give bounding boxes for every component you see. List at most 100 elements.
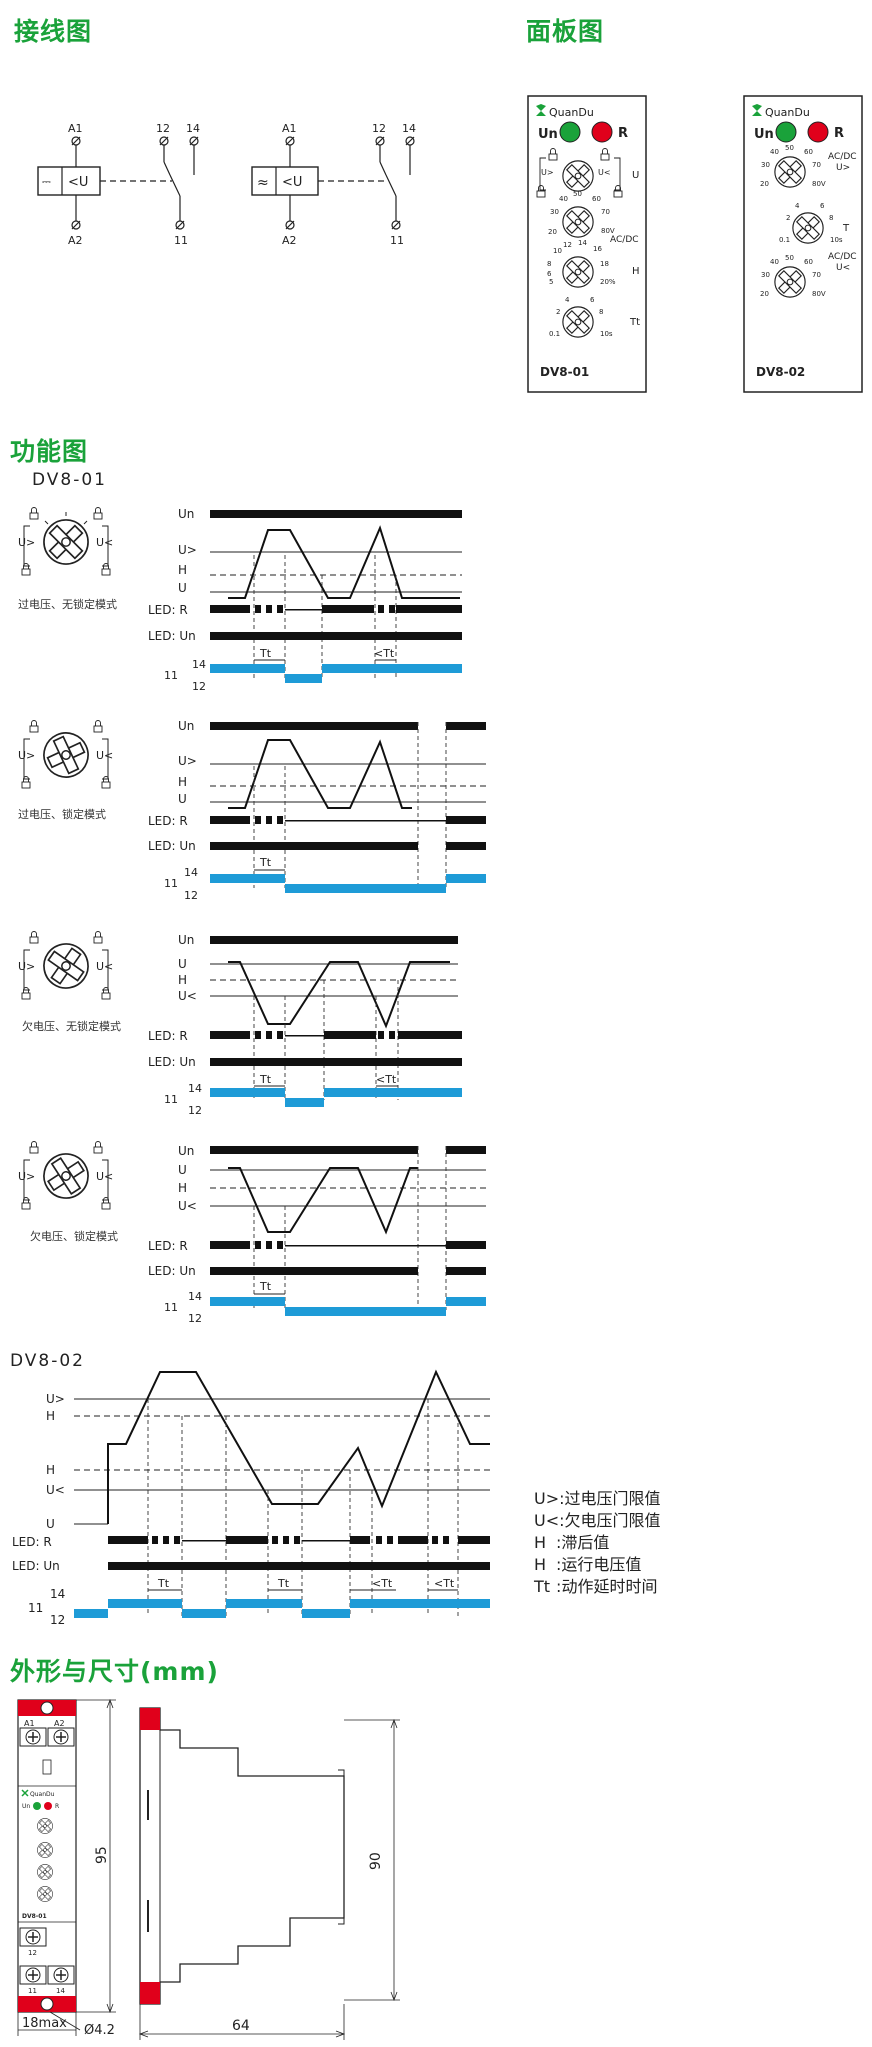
svg-text:A1: A1 bbox=[282, 122, 297, 135]
knob-u-under-icon bbox=[774, 266, 806, 298]
knob-tt-icon bbox=[562, 306, 594, 338]
legend-item: H:运行电压值 bbox=[534, 1555, 642, 1574]
svg-text:Un: Un bbox=[178, 1144, 194, 1158]
svg-text:8: 8 bbox=[599, 308, 603, 316]
svg-text:U>: U> bbox=[18, 536, 35, 549]
svg-text:U>: U> bbox=[46, 1392, 65, 1406]
mode-caption: 欠电压、无锁定模式 bbox=[22, 1020, 121, 1033]
svg-text:U<: U< bbox=[96, 960, 113, 973]
timing-diagram-2: Un U> H U LED: R LED: Un Tt 14 11 12 bbox=[148, 719, 486, 902]
panel-dv801: QuanDu Un R U> U< U 20 30 40 50 60 70 80… bbox=[527, 95, 647, 393]
svg-text:Tt: Tt bbox=[259, 1280, 272, 1293]
svg-text:U>: U> bbox=[178, 754, 197, 768]
svg-text:Tt: Tt bbox=[259, 647, 272, 660]
svg-text:U<: U< bbox=[598, 168, 611, 177]
svg-text:4: 4 bbox=[795, 202, 800, 210]
svg-text:T: T bbox=[842, 223, 850, 234]
svg-text:30: 30 bbox=[550, 208, 559, 216]
svg-text:11: 11 bbox=[164, 669, 178, 682]
svg-text:LED: Un: LED: Un bbox=[148, 1055, 196, 1069]
svg-text:Un: Un bbox=[538, 127, 558, 142]
svg-text:<Tt: <Tt bbox=[434, 1577, 455, 1590]
svg-text:R: R bbox=[55, 1803, 59, 1810]
svg-text:LED: R: LED: R bbox=[148, 814, 188, 828]
svg-text:AC/DC: AC/DC bbox=[610, 235, 639, 245]
led-un-icon bbox=[559, 121, 581, 143]
svg-text:14: 14 bbox=[188, 1082, 202, 1095]
svg-text:Un: Un bbox=[178, 507, 194, 521]
svg-text:18: 18 bbox=[600, 260, 609, 268]
side-view: 90 64 bbox=[138, 1707, 400, 2040]
svg-text:12: 12 bbox=[192, 680, 206, 693]
wiring-diagram-dc: A1 ⎓ <U A2 12 14 11 bbox=[37, 122, 200, 247]
svg-text:14: 14 bbox=[402, 122, 416, 135]
svg-text:12: 12 bbox=[184, 889, 198, 902]
svg-text:11: 11 bbox=[164, 877, 178, 890]
svg-text:40: 40 bbox=[770, 148, 779, 156]
svg-text:Un: Un bbox=[754, 127, 774, 142]
svg-text:20: 20 bbox=[760, 290, 769, 298]
brand-logo bbox=[752, 104, 762, 116]
svg-text:H: H bbox=[178, 563, 187, 577]
led-r-icon bbox=[591, 121, 613, 143]
svg-text:LED: R: LED: R bbox=[12, 1535, 52, 1549]
svg-text:R: R bbox=[618, 126, 628, 141]
svg-text:64: 64 bbox=[232, 2018, 250, 2034]
brand-logo bbox=[536, 104, 546, 116]
knob-u-over-icon bbox=[774, 156, 806, 188]
svg-text:Un: Un bbox=[178, 719, 194, 733]
svg-text:Tt: Tt bbox=[277, 1577, 290, 1590]
svg-text:12: 12 bbox=[188, 1312, 202, 1325]
svg-text:AC/DC: AC/DC bbox=[828, 152, 857, 162]
svg-text:A1: A1 bbox=[24, 1719, 35, 1728]
svg-text:12: 12 bbox=[188, 1104, 202, 1117]
wiring-title: 接线图 bbox=[14, 17, 93, 46]
svg-text:11: 11 bbox=[164, 1301, 178, 1314]
svg-text:U<: U< bbox=[46, 1483, 65, 1497]
svg-text:2: 2 bbox=[556, 308, 560, 316]
svg-text:LED: Un: LED: Un bbox=[148, 629, 196, 643]
svg-text:70: 70 bbox=[812, 161, 821, 169]
svg-text:6: 6 bbox=[820, 202, 825, 210]
svg-text:14: 14 bbox=[578, 239, 587, 247]
dimensions-title: 外形与尺寸(mm) bbox=[10, 1657, 219, 1686]
svg-text:12: 12 bbox=[28, 1949, 37, 1957]
svg-text:U<: U< bbox=[836, 263, 850, 273]
mode-icon-3: U> U< bbox=[18, 931, 113, 1000]
led-un-icon bbox=[775, 121, 797, 143]
svg-text:8: 8 bbox=[547, 260, 551, 268]
timing-diagram-1: Un U> H U LED: R LED: Un Tt <Tt 14 11 12 bbox=[148, 507, 462, 693]
svg-text:70: 70 bbox=[812, 271, 821, 279]
svg-text:14: 14 bbox=[56, 1987, 65, 1995]
function-title: 功能图 bbox=[10, 437, 89, 466]
svg-text:H: H bbox=[632, 266, 640, 277]
svg-text:50: 50 bbox=[785, 144, 794, 152]
dv801-subtitle: DV8-01 bbox=[32, 470, 108, 490]
mode-caption: 过电压、无锁定模式 bbox=[18, 598, 117, 611]
svg-text:6: 6 bbox=[590, 296, 595, 304]
svg-text:11: 11 bbox=[174, 234, 188, 247]
svg-text:Tt: Tt bbox=[157, 1577, 170, 1590]
mode-icon-4: U> U< bbox=[18, 1141, 113, 1210]
svg-text:U: U bbox=[632, 170, 639, 181]
knob-t-icon bbox=[792, 212, 824, 244]
svg-text:60: 60 bbox=[804, 148, 813, 156]
svg-text:U>: U> bbox=[18, 749, 35, 762]
svg-text:14: 14 bbox=[184, 866, 198, 879]
svg-text:U>: U> bbox=[18, 960, 35, 973]
svg-text:70: 70 bbox=[601, 208, 610, 216]
svg-text:95: 95 bbox=[94, 1846, 110, 1864]
svg-text:U>: U> bbox=[18, 1170, 35, 1183]
svg-text:0.1: 0.1 bbox=[549, 330, 560, 338]
svg-text:QuanDu: QuanDu bbox=[30, 1791, 55, 1798]
svg-text:LED: Un: LED: Un bbox=[12, 1559, 60, 1573]
legend-item: U<:欠电压门限值 bbox=[534, 1511, 661, 1530]
svg-text:50: 50 bbox=[573, 190, 582, 198]
svg-text:12: 12 bbox=[563, 241, 572, 249]
svg-text:90: 90 bbox=[368, 1852, 384, 1870]
svg-text:U<: U< bbox=[96, 1170, 113, 1183]
svg-text:DV8-02: DV8-02 bbox=[756, 365, 805, 379]
svg-text:U<: U< bbox=[178, 989, 197, 1003]
svg-text:H: H bbox=[46, 1409, 55, 1423]
